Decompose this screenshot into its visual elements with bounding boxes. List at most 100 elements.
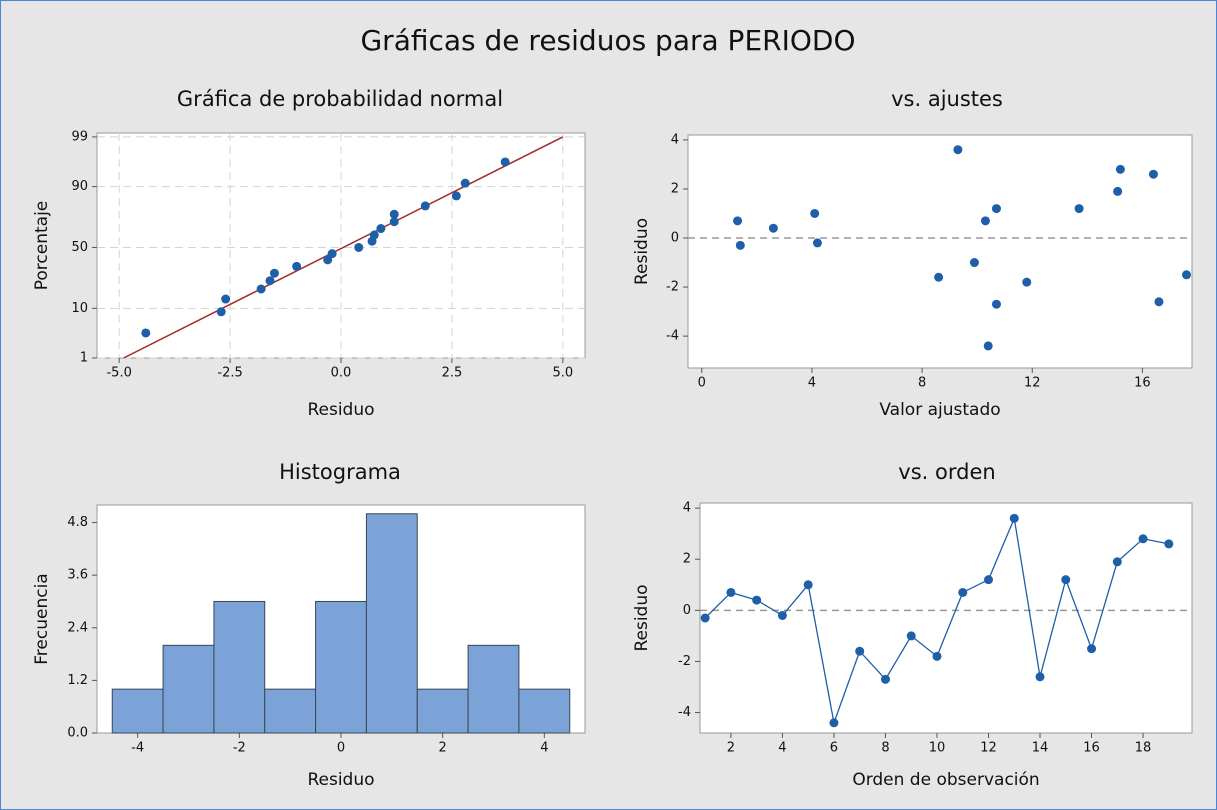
point xyxy=(733,216,743,226)
point xyxy=(256,284,266,294)
point xyxy=(369,230,379,240)
point xyxy=(265,276,275,286)
point xyxy=(221,294,231,304)
chart-title: Gráficas de residuos para PERIODO xyxy=(360,24,855,57)
point xyxy=(1138,534,1148,544)
x-tick-label: 6 xyxy=(830,741,838,756)
x-tick-label: 2 xyxy=(439,741,447,756)
x-tick-label: -2.5 xyxy=(217,366,242,381)
point xyxy=(460,178,470,188)
x-tick-label: 0.0 xyxy=(331,366,352,381)
point xyxy=(323,255,333,265)
x-tick-label: 18 xyxy=(1135,741,1152,756)
x-tick-label: 10 xyxy=(929,741,946,756)
point xyxy=(1074,204,1084,214)
point xyxy=(1112,557,1122,567)
bar xyxy=(162,644,215,734)
point xyxy=(855,646,865,656)
y-tick-label: 10 xyxy=(71,301,88,316)
point xyxy=(958,587,968,597)
x-axis-title: Valor ajustado xyxy=(879,400,1000,420)
point xyxy=(1115,164,1125,174)
point xyxy=(969,258,979,268)
point xyxy=(327,249,337,259)
y-axis-title: Residuo xyxy=(632,218,652,285)
point xyxy=(500,157,510,167)
point xyxy=(983,341,993,351)
y-tick-label: 4.8 xyxy=(67,515,88,530)
y-tick-label: -4 xyxy=(678,705,691,720)
point xyxy=(810,208,820,218)
fit-line xyxy=(123,136,564,359)
x-tick-label: 8 xyxy=(918,376,926,391)
x-tick-label: -2 xyxy=(233,741,246,756)
point xyxy=(269,268,279,278)
point xyxy=(812,238,822,248)
bar xyxy=(518,688,571,734)
y-tick-label: 0 xyxy=(683,603,691,618)
y-tick-label: -4 xyxy=(666,329,679,344)
point xyxy=(1164,539,1174,549)
point xyxy=(1022,277,1032,287)
y-axis-title: Porcentaje xyxy=(32,201,52,291)
point xyxy=(980,216,990,226)
point xyxy=(1113,186,1123,196)
x-tick-label: 4 xyxy=(808,376,816,391)
point xyxy=(1181,270,1191,280)
x-tick-label: 2.5 xyxy=(442,366,463,381)
point xyxy=(420,201,430,211)
point xyxy=(376,224,386,234)
point xyxy=(991,299,1001,309)
y-tick-label: 2 xyxy=(683,552,691,567)
point xyxy=(880,674,890,684)
y-tick-label: -2 xyxy=(666,280,679,295)
point xyxy=(735,240,745,250)
point xyxy=(1009,513,1019,523)
x-tick-label: -5.0 xyxy=(106,366,131,381)
bar xyxy=(264,688,317,734)
x-axis-title: Residuo xyxy=(307,770,374,790)
bar xyxy=(213,600,266,734)
y-axis-title: Residuo xyxy=(632,584,652,651)
x-tick-label: 16 xyxy=(1134,376,1151,391)
x-tick-label: 0 xyxy=(698,376,706,391)
point xyxy=(1148,169,1158,179)
y-tick-label: 0.0 xyxy=(67,726,88,741)
y-tick-label: -2 xyxy=(678,654,691,669)
point xyxy=(389,217,399,227)
x-tick-label: 0 xyxy=(337,741,345,756)
point xyxy=(1154,297,1164,307)
point xyxy=(953,145,963,155)
y-axis-title: Frecuencia xyxy=(32,573,52,664)
x-tick-label: 4 xyxy=(540,741,548,756)
bar xyxy=(111,688,164,734)
point xyxy=(700,613,710,623)
x-tick-label: 16 xyxy=(1083,741,1100,756)
y-tick-label: 1 xyxy=(80,351,88,366)
x-axis-title: Orden de observación xyxy=(852,770,1039,790)
y-tick-label: 4 xyxy=(683,501,691,516)
bar xyxy=(467,644,520,734)
subplot-title: vs. ajustes xyxy=(891,87,1003,111)
plot-area xyxy=(687,134,1193,369)
y-tick-label: 1.2 xyxy=(67,673,88,688)
y-tick-label: 0 xyxy=(671,231,679,246)
y-tick-label: 4 xyxy=(671,132,679,147)
point xyxy=(292,261,302,271)
y-tick-label: 90 xyxy=(71,179,88,194)
point xyxy=(991,204,1001,214)
point xyxy=(906,631,916,641)
point xyxy=(984,575,994,585)
point xyxy=(451,191,461,201)
point xyxy=(768,223,778,233)
bar xyxy=(315,600,367,734)
y-tick-label: 99 xyxy=(71,129,88,144)
bar xyxy=(365,513,418,734)
y-tick-label: 50 xyxy=(71,240,88,255)
y-tick-label: 2.4 xyxy=(67,620,88,635)
point xyxy=(726,587,736,597)
subplot-title: Histograma xyxy=(279,460,401,484)
x-tick-label: 2 xyxy=(727,741,735,756)
plot-area xyxy=(699,502,1193,734)
